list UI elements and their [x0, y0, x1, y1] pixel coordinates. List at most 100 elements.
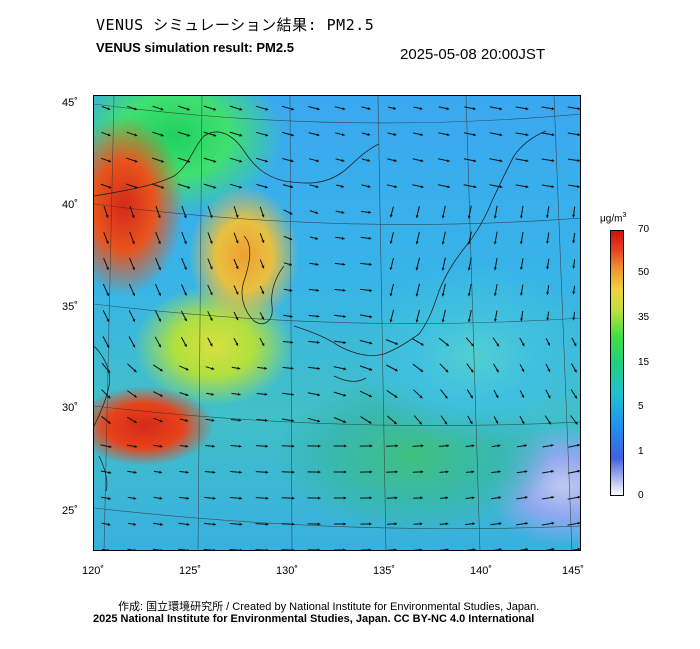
- wind-arrow-head: [444, 421, 447, 425]
- legend-tick-50: 50: [638, 267, 650, 278]
- lon-label-145: 145˚: [561, 565, 585, 577]
- wind-arrow-head: [316, 107, 320, 111]
- wind-arrow-head: [415, 293, 419, 297]
- legend-unit-base: μg/m: [600, 213, 623, 225]
- wind-arrow-head: [389, 293, 393, 297]
- wind-arrow-head: [551, 185, 555, 189]
- wind-arrow-head: [131, 215, 135, 218]
- wind-arrow-head: [394, 394, 398, 398]
- wind-arrow-head: [499, 107, 503, 111]
- wind-arrow-head: [186, 522, 190, 526]
- wind-arrow-head: [550, 444, 554, 447]
- wind-arrow-head: [577, 547, 580, 550]
- wind-arrow-head: [524, 444, 527, 448]
- lat-label-25: 25˚: [62, 505, 78, 517]
- wind-arrow-head: [471, 343, 474, 347]
- wind-arrow-head: [577, 521, 580, 525]
- wind-arrow-head: [342, 262, 346, 266]
- wind-arrow-head: [525, 133, 529, 137]
- wind-arrow-head: [493, 267, 497, 271]
- wind-arrow-head: [420, 369, 423, 372]
- legend-unit-exponent: 3: [622, 212, 627, 219]
- wind-arrow-head: [577, 443, 580, 447]
- wind-arrow-head: [524, 496, 528, 500]
- wind-arrow-head: [213, 548, 216, 550]
- wind-arrow-head: [183, 215, 187, 219]
- wind-arrow-head: [209, 317, 213, 321]
- wind-arrow-head: [551, 495, 554, 499]
- wind-arrow-head: [290, 366, 294, 370]
- wind-arrow-shaft: [101, 548, 109, 550]
- wind-arrow-head: [264, 185, 268, 189]
- lon-label-120: 120˚: [81, 565, 105, 577]
- wind-arrow-head: [343, 470, 347, 474]
- wind-arrow-shaft: [178, 548, 189, 550]
- wind-arrow-head: [341, 159, 345, 162]
- wind-arrow-head: [341, 210, 345, 214]
- wind-arrow-head: [209, 240, 213, 244]
- wind-arrow-head: [548, 421, 551, 425]
- coastlines: [94, 130, 547, 492]
- wind-arrow-head: [519, 266, 523, 270]
- wind-arrow-head: [546, 266, 550, 270]
- wind-arrow-head: [471, 444, 475, 448]
- wind-arrow-head: [317, 522, 321, 526]
- wind-arrow-head: [317, 366, 320, 370]
- wind-arrow-head: [159, 368, 163, 372]
- wind-arrow-head: [521, 421, 525, 424]
- wind-arrow-head: [343, 444, 347, 448]
- wind-arrow-head: [239, 548, 242, 550]
- wind-arrow-head: [546, 240, 550, 244]
- wind-arrow-head: [265, 159, 268, 163]
- wind-arrow-head: [212, 470, 216, 474]
- wind-arrow-head: [577, 469, 580, 473]
- wind-arrow-head: [133, 394, 137, 398]
- wind-arrow-head: [235, 342, 239, 346]
- wind-arrow-head: [520, 318, 524, 321]
- wind-arrow-head: [106, 344, 110, 348]
- wind-arrow-head: [469, 421, 473, 425]
- lat-label-30: 30˚: [62, 402, 78, 414]
- wind-arrow-head: [446, 444, 449, 448]
- wind-arrow-head: [444, 395, 448, 399]
- wind-arrow-head: [343, 367, 347, 371]
- wind-arrow-head: [499, 133, 503, 137]
- wind-arrow-head: [546, 292, 550, 295]
- legend-tick-1: 1: [638, 446, 644, 457]
- wind-arrow-head: [184, 266, 187, 270]
- wind-arrow-head: [185, 367, 189, 371]
- wind-arrow-head: [157, 215, 161, 219]
- wind-arrow-head: [389, 267, 393, 270]
- wind-arrow-head: [265, 470, 269, 474]
- wind-arrow-head: [239, 496, 242, 500]
- wind-arrow-head: [209, 343, 213, 347]
- wind-arrow-head: [237, 392, 241, 396]
- wind-arrow-head: [132, 292, 135, 296]
- wind-arrow-head: [389, 214, 393, 218]
- wind-arrow-head: [493, 318, 497, 322]
- wind-arrow-head: [133, 420, 137, 423]
- wind-arrow-head: [209, 215, 213, 218]
- wind-arrow-head: [470, 369, 474, 373]
- wind-arrow-head: [393, 106, 396, 110]
- wind-arrow-head: [213, 159, 217, 163]
- wind-arrow-head: [394, 185, 398, 189]
- title-japanese: VENUS シミュレーション結果: PM2.5: [96, 16, 375, 34]
- wind-arrow-head: [495, 420, 499, 424]
- lon-label-135: 135˚: [372, 565, 396, 577]
- wind-arrow-shaft: [229, 549, 243, 550]
- wind-arrow-head: [291, 392, 294, 396]
- wind-arrow-head: [551, 107, 555, 111]
- wind-arrow-head: [393, 159, 397, 162]
- wind-arrow-head: [185, 418, 189, 422]
- wind-arrow-head: [186, 107, 190, 111]
- wind-arrow-head: [108, 471, 112, 474]
- wind-arrow-head: [467, 241, 471, 245]
- wind-arrow-head: [160, 522, 163, 526]
- wind-arrow-head: [577, 495, 580, 499]
- wind-arrow-head: [441, 241, 445, 245]
- wind-arrow-head: [547, 342, 550, 346]
- wind-arrow-head: [239, 159, 243, 163]
- wind-arrow-head: [471, 470, 475, 474]
- wind-arrow-head: [525, 107, 529, 111]
